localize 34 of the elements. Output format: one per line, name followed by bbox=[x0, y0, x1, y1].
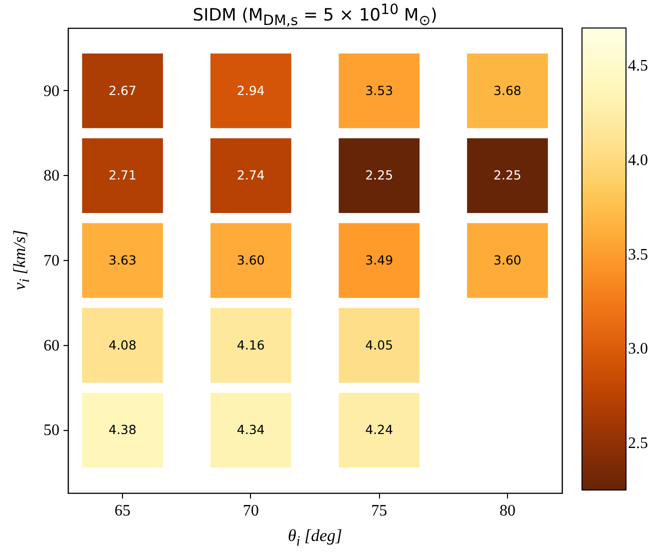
x-tick-label: 75 bbox=[371, 502, 388, 520]
data-label: 3.53 bbox=[365, 82, 394, 98]
data-label: 3.49 bbox=[365, 252, 394, 268]
data-label: 4.05 bbox=[365, 337, 394, 352]
data-label: 2.74 bbox=[236, 168, 265, 183]
data-label: 4.16 bbox=[236, 337, 265, 352]
y-tick-label: 80 bbox=[44, 168, 60, 185]
data-label: 3.68 bbox=[494, 82, 522, 98]
color-bar-label: 4.0 bbox=[628, 152, 648, 169]
x-tick-label: 65 bbox=[114, 502, 131, 520]
x-axis-title: θ$_{i}$ [deg] bbox=[288, 526, 342, 550]
data-label: 3.63 bbox=[108, 252, 136, 268]
color-bar-label: 2.5 bbox=[628, 434, 648, 452]
data-label: 4.24 bbox=[365, 422, 394, 438]
data-label: 2.25 bbox=[494, 168, 522, 183]
color-bar-label: 3.5 bbox=[628, 246, 648, 264]
x-tick-label: 70 bbox=[242, 502, 259, 520]
data-label: 2.67 bbox=[108, 82, 136, 98]
y-tick-label: 50 bbox=[44, 422, 60, 440]
data-label: 2.25 bbox=[365, 168, 394, 183]
y-tick-label: 90 bbox=[44, 82, 60, 100]
data-label: 3.60 bbox=[236, 252, 265, 268]
y-tick-label: 60 bbox=[44, 337, 60, 354]
data-label: 2.71 bbox=[108, 168, 136, 183]
chart-title: SIDM (M$_{DM,s}$ = 5 × 10$^{10}$ M$_{⊙}$) bbox=[192, 2, 438, 30]
color-bar-label: 3.0 bbox=[628, 340, 648, 358]
x-tick-label: 80 bbox=[499, 502, 516, 520]
data-label: 3.60 bbox=[494, 252, 522, 268]
data-label: 4.08 bbox=[108, 337, 136, 352]
y-tick-label: 70 bbox=[44, 252, 60, 270]
color-bar-label: 4.5 bbox=[628, 58, 648, 75]
data-label: 4.38 bbox=[108, 422, 136, 438]
data-label: 4.34 bbox=[236, 422, 265, 438]
data-label: 2.94 bbox=[236, 82, 265, 98]
